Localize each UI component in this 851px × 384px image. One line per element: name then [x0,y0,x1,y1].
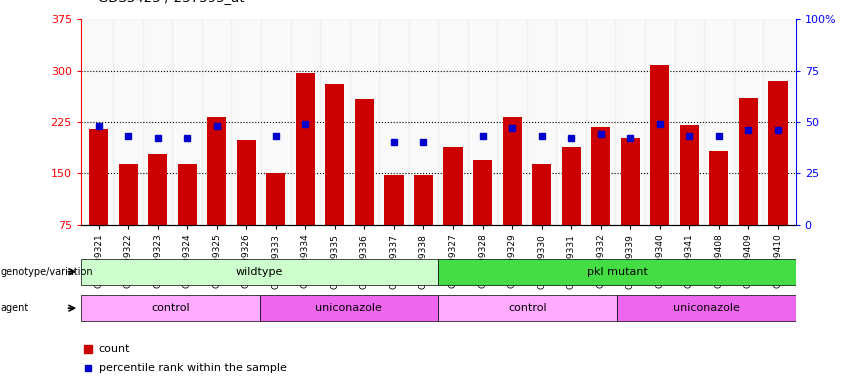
Text: wildtype: wildtype [236,266,283,277]
Bar [118,164,138,225]
Bar [113,19,143,225]
Text: uniconazole: uniconazole [673,303,740,313]
Bar [178,164,197,225]
Bar [557,19,586,225]
Bar [143,19,173,225]
Bar [650,65,670,225]
Bar [296,73,315,225]
Bar [320,19,350,225]
Bar [438,259,796,285]
Text: percentile rank within the sample: percentile rank within the sample [99,363,287,373]
Bar [617,295,796,321]
Text: count: count [99,344,130,354]
Bar [408,19,438,225]
Bar [620,138,640,225]
Bar [325,84,345,225]
Bar [680,125,699,225]
Bar [260,295,438,321]
Bar [502,117,522,225]
Bar [591,127,610,225]
Bar [380,19,408,225]
Bar [468,19,497,225]
Bar [148,154,168,225]
Text: pkl mutant: pkl mutant [586,266,648,277]
Bar [355,99,374,225]
Bar [704,19,734,225]
Bar [768,81,787,225]
Bar [497,19,527,225]
Text: uniconazole: uniconazole [316,303,382,313]
Bar [237,141,256,225]
Bar [615,19,645,225]
Text: GDS3425 / 257595_at: GDS3425 / 257595_at [98,0,244,4]
Bar [231,19,261,225]
Bar [438,295,617,321]
Bar [443,147,463,225]
Bar [438,19,468,225]
Bar [202,19,231,225]
Bar [83,19,113,225]
Bar [527,19,557,225]
Text: control: control [508,303,547,313]
Bar [675,19,704,225]
Bar [414,175,433,225]
Bar [81,295,260,321]
Bar [709,151,728,225]
Text: control: control [151,303,190,313]
Bar [261,19,290,225]
Bar [290,19,320,225]
Bar [734,19,763,225]
Bar [89,129,108,225]
Bar [385,175,403,225]
Bar [207,117,226,225]
Bar [586,19,615,225]
Bar [473,160,492,225]
Bar [739,98,758,225]
Text: genotype/variation: genotype/variation [1,266,94,277]
Bar [81,259,438,285]
Bar [173,19,202,225]
Text: agent: agent [1,303,29,313]
Bar [763,19,793,225]
Bar [532,164,551,225]
Bar [266,173,285,225]
Bar [350,19,380,225]
Bar [645,19,675,225]
Bar [562,147,580,225]
